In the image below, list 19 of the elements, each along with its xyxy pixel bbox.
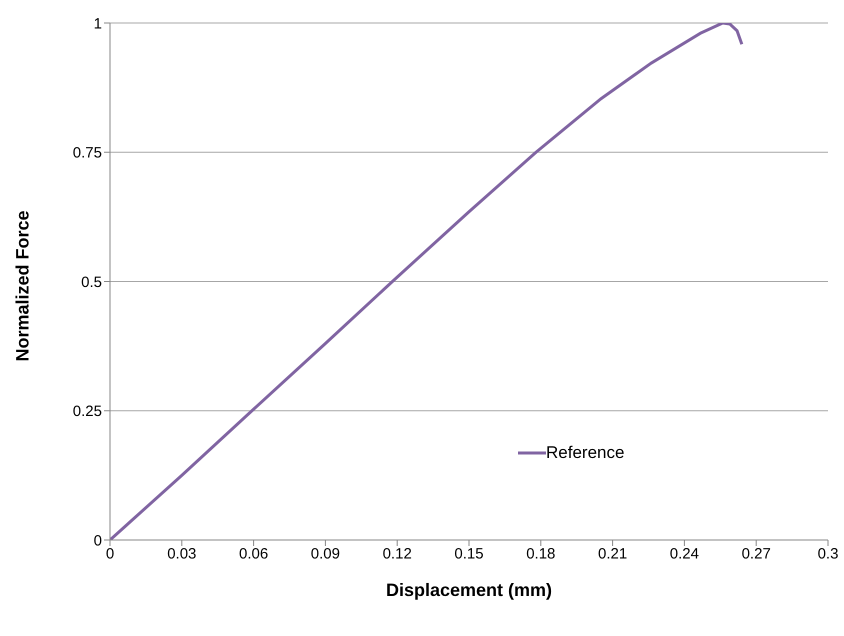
y-tick-label: 1 — [94, 15, 102, 32]
y-tick-label: 0.5 — [81, 274, 102, 291]
x-tick-label: 0.03 — [167, 546, 196, 563]
x-tick-label: 0.15 — [454, 546, 484, 563]
x-tick-label: 0.3 — [818, 546, 838, 563]
y-tick-label: 0.25 — [72, 403, 102, 420]
y-axis-title: Normalized Force — [12, 210, 32, 362]
legend-label: Reference — [546, 443, 624, 463]
x-tick-label: 0.06 — [239, 546, 268, 563]
x-tick-label: 0.18 — [526, 546, 556, 563]
x-tick-label: 0.24 — [670, 546, 699, 563]
x-tick-label: 0.21 — [598, 546, 628, 563]
y-tick-label: 0 — [94, 532, 102, 550]
x-tick-label: 0 — [106, 546, 114, 563]
y-tick-label: 0.75 — [72, 144, 102, 162]
x-tick-label: 0.12 — [382, 546, 412, 563]
x-tick-label: 0.27 — [742, 546, 771, 563]
x-tick-label: 0.09 — [310, 546, 340, 563]
x-axis-title: Displacement (mm) — [386, 580, 552, 600]
